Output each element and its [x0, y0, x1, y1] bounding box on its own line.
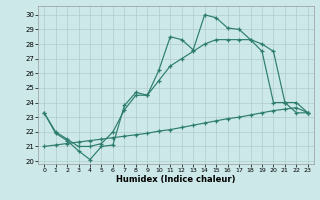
X-axis label: Humidex (Indice chaleur): Humidex (Indice chaleur): [116, 175, 236, 184]
